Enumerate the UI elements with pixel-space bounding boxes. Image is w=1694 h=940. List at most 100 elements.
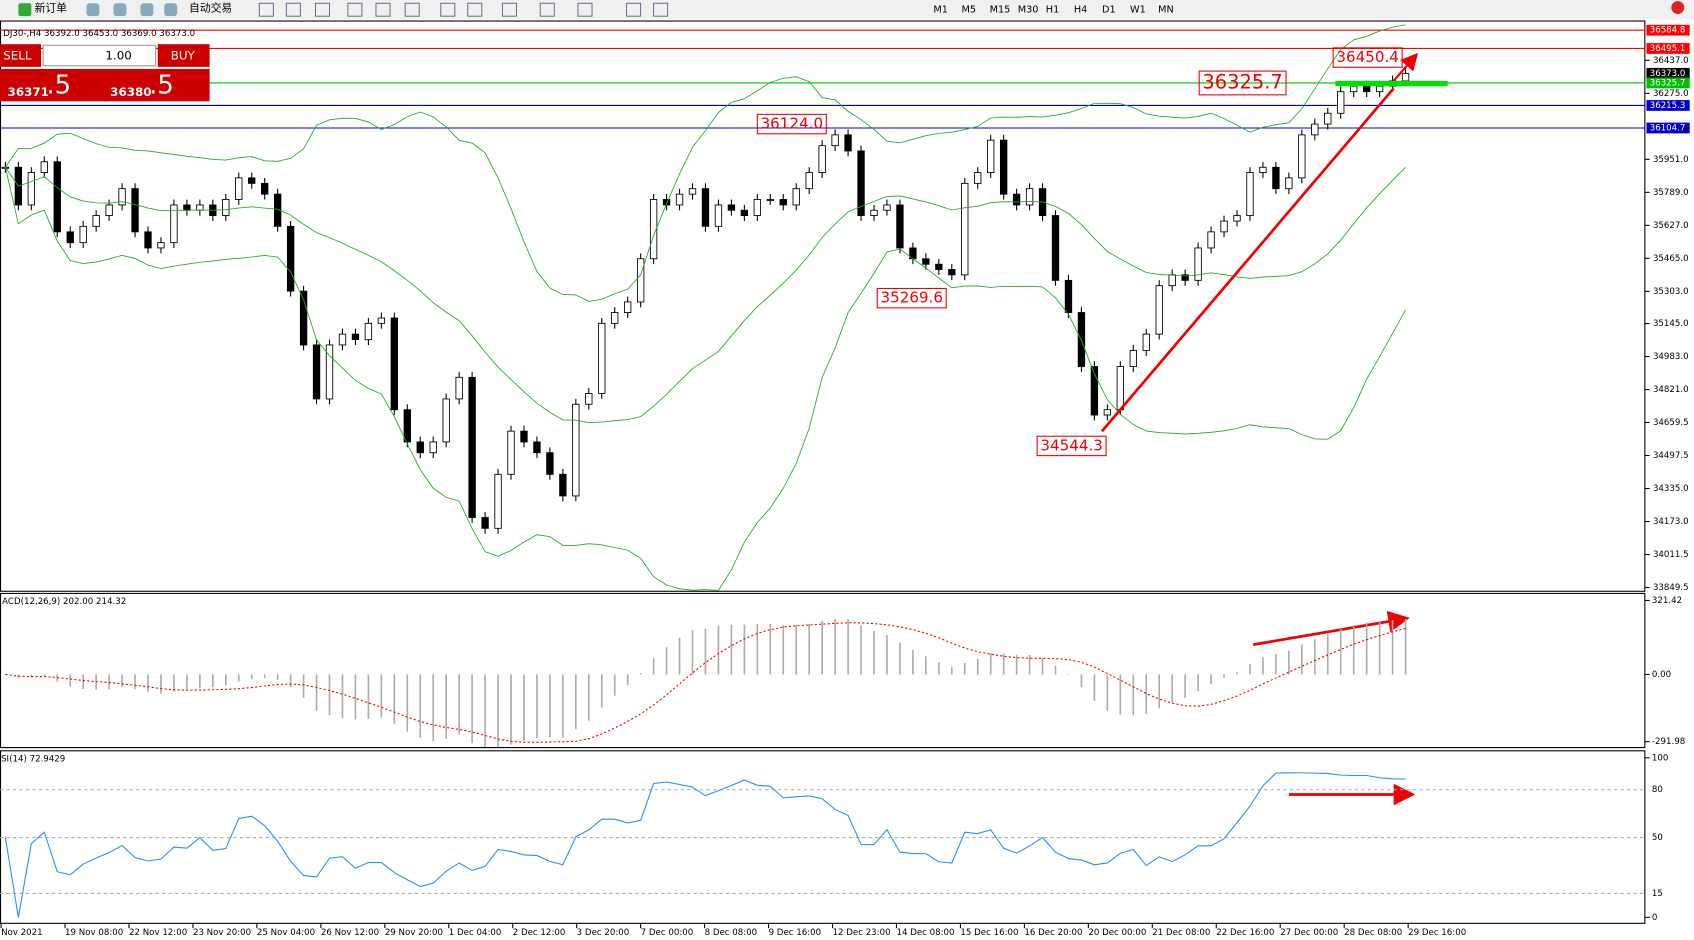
candle bbox=[598, 322, 606, 394]
timeframe-button[interactable]: D1 bbox=[1102, 5, 1116, 16]
icon[interactable] bbox=[315, 2, 330, 17]
ask-fraction[interactable]: .5 bbox=[149, 71, 174, 101]
date-label: 27 Dec 00:00 bbox=[1280, 928, 1338, 938]
macd-tick-label: 0.00 bbox=[1652, 670, 1671, 680]
toolbar-button[interactable]: 自动交易 bbox=[189, 2, 232, 15]
candle bbox=[533, 441, 541, 454]
chart-info: DJ30-,H4 36392.0 36453.0 36369.0 36373.0 bbox=[3, 29, 195, 39]
price-tick-label: 34983.0 bbox=[1653, 352, 1689, 362]
price-tick-label: 34335.0 bbox=[1653, 484, 1689, 494]
candle bbox=[999, 139, 1008, 195]
timeframe-button[interactable]: W1 bbox=[1130, 5, 1146, 16]
candle bbox=[1285, 177, 1293, 190]
icon[interactable] bbox=[86, 3, 100, 17]
icon[interactable] bbox=[258, 2, 274, 17]
candle bbox=[520, 430, 528, 443]
toolbar bbox=[0, 0, 1694, 20]
buy-label[interactable]: BUY bbox=[171, 49, 196, 63]
date-label: 14 Dec 08:00 bbox=[896, 928, 954, 938]
date-label: Nov 2021 bbox=[1, 928, 43, 938]
icon[interactable] bbox=[577, 2, 593, 17]
price-annotation: 36450.4 bbox=[1336, 48, 1398, 66]
level-label: 36104.7 bbox=[1650, 124, 1686, 134]
bollinger-band bbox=[5, 24, 1406, 302]
bid-box[interactable] bbox=[0, 68, 107, 102]
bollinger-band bbox=[4, 167, 1406, 591]
buy-button[interactable] bbox=[157, 44, 210, 67]
candle bbox=[948, 269, 956, 276]
price-annotation: 36325.7 bbox=[1202, 70, 1282, 93]
candle bbox=[961, 182, 969, 276]
candle bbox=[857, 150, 865, 216]
level-label: 36215.3 bbox=[1650, 101, 1686, 111]
candle bbox=[27, 172, 36, 206]
candle bbox=[740, 209, 749, 216]
price-tick-label: 34659.5 bbox=[1653, 418, 1689, 428]
icon[interactable] bbox=[501, 2, 517, 17]
icon[interactable] bbox=[375, 2, 391, 17]
icon[interactable] bbox=[653, 2, 669, 17]
icon[interactable] bbox=[285, 2, 301, 17]
icon[interactable] bbox=[440, 2, 456, 17]
timeframe-button[interactable]: MN bbox=[1158, 5, 1174, 16]
price-tick-label: 35303.0 bbox=[1653, 287, 1689, 297]
rsi-tick-label: 80 bbox=[1652, 785, 1663, 795]
icon[interactable] bbox=[539, 2, 555, 17]
level-label-bg bbox=[1646, 67, 1690, 79]
icon[interactable] bbox=[467, 2, 483, 17]
candle bbox=[92, 215, 100, 227]
timeframe-button[interactable]: H1 bbox=[1046, 5, 1059, 16]
icon[interactable] bbox=[626, 2, 642, 17]
alert-icon[interactable] bbox=[1671, 1, 1685, 15]
lot-value[interactable]: 1.00 bbox=[105, 49, 131, 63]
rsi-line bbox=[4, 772, 1406, 918]
date-label: 21 Dec 08:00 bbox=[1152, 928, 1210, 938]
candle bbox=[222, 199, 230, 216]
candle bbox=[559, 473, 567, 497]
price-tick-label: 34011.5 bbox=[1653, 550, 1689, 560]
rsi-label: SI(14) 72.9429 bbox=[1, 754, 65, 764]
timeframe-button[interactable]: M15 bbox=[990, 5, 1011, 16]
candle bbox=[1103, 409, 1112, 416]
candle bbox=[1233, 215, 1241, 222]
price-panel bbox=[0, 20, 1646, 592]
icon[interactable] bbox=[347, 2, 363, 17]
timeframe-button[interactable]: M1 bbox=[933, 5, 948, 16]
macd-signal bbox=[5, 622, 1406, 743]
sell-button[interactable] bbox=[0, 44, 42, 67]
candle bbox=[118, 188, 126, 206]
annotation-box bbox=[1198, 70, 1287, 96]
timeframe-button[interactable]: M5 bbox=[962, 5, 977, 16]
date-label: 20 Dec 00:00 bbox=[1088, 928, 1146, 938]
rsi-tick-label: 50 bbox=[1652, 833, 1663, 843]
bid-fraction[interactable]: .5 bbox=[46, 71, 71, 101]
candle bbox=[183, 204, 191, 211]
rsi-tick-label: 15 bbox=[1652, 889, 1663, 899]
macd-tick-label: -291.98 bbox=[1652, 737, 1685, 747]
candle bbox=[1220, 220, 1228, 233]
icon[interactable] bbox=[164, 3, 178, 17]
icon[interactable] bbox=[140, 3, 154, 17]
candle bbox=[1337, 91, 1345, 114]
bid-main[interactable]: 36371 bbox=[8, 85, 49, 99]
icon bbox=[18, 3, 32, 17]
sell-label[interactable]: SELL bbox=[3, 49, 32, 63]
candle bbox=[1311, 123, 1319, 136]
candle bbox=[585, 392, 593, 405]
lot-input[interactable] bbox=[42, 44, 157, 67]
candle bbox=[144, 231, 152, 249]
candle bbox=[844, 134, 852, 152]
annotation-box bbox=[876, 287, 947, 309]
candle bbox=[1324, 112, 1332, 125]
macd bbox=[5, 618, 1407, 748]
timeframe-button[interactable]: H4 bbox=[1074, 5, 1087, 16]
candle bbox=[818, 145, 826, 173]
ask-main[interactable]: 36380 bbox=[110, 85, 151, 99]
timeframe-button[interactable]: M30 bbox=[1018, 5, 1039, 16]
candle bbox=[1064, 279, 1073, 313]
ask-box[interactable] bbox=[102, 68, 210, 102]
icon[interactable] bbox=[404, 2, 420, 17]
icon[interactable] bbox=[113, 3, 127, 17]
toolbar-button[interactable]: 新订单 bbox=[35, 2, 68, 15]
